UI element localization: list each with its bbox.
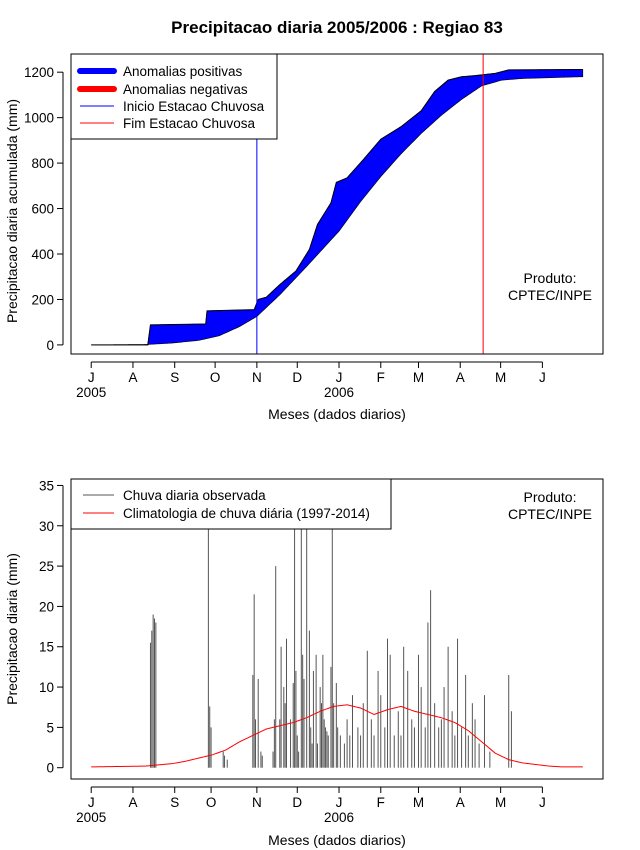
top-y-tick-label: 1000: [24, 111, 54, 126]
bottom-year-label: 2005: [76, 810, 106, 825]
legend-label-negative-anomalies: Anomalias negativas: [123, 82, 248, 97]
top-y-tick-label: 400: [31, 247, 54, 262]
top-x-axis-label: Meses (dados diarios): [268, 406, 406, 422]
top-year-label: 2006: [324, 385, 354, 400]
top-x-tick-label: J: [539, 370, 546, 385]
bottom-x-tick-label: A: [456, 795, 465, 810]
bottom-y-tick-label: 25: [39, 559, 54, 574]
bottom-x-tick-label: N: [252, 795, 262, 810]
top-x-tick-label: J: [336, 370, 343, 385]
bottom-x-tick-label: D: [292, 795, 302, 810]
bottom-legend-box: [70, 478, 392, 530]
bottom-annotation-line-1: Produto:: [524, 489, 577, 505]
top-plot-frame: [70, 53, 604, 355]
top-y-tick-label: 600: [31, 202, 54, 217]
bottom-x-tick-label: J: [88, 795, 95, 810]
top-y-tick-label: 800: [31, 156, 54, 171]
top-x-tick-label: F: [377, 370, 385, 385]
top-annotation-line-1: Produto:: [524, 270, 577, 286]
bottom-annotation-line-2: CPTEC/INPE: [508, 506, 592, 522]
top-x-tick-label: S: [170, 370, 179, 385]
chart-title: Precipitacao diaria 2005/2006 : Regiao 8…: [171, 18, 503, 37]
bottom-x-tick-label: S: [170, 795, 179, 810]
bottom-x-tick-label: J: [336, 795, 343, 810]
legend-label-positive-anomalies: Anomalias positivas: [123, 64, 243, 79]
bottom-x-tick-label: O: [206, 795, 217, 810]
bottom-legend: Chuva diaria observada Climatologia de c…: [70, 478, 392, 530]
top-annotation: Produto: CPTEC/INPE: [508, 270, 592, 303]
bottom-y-tick-label: 15: [39, 640, 54, 655]
bottom-y-tick-label: 20: [39, 599, 54, 614]
bottom-y-tick-label: 10: [39, 680, 54, 695]
bottom-y-tick-label: 30: [39, 519, 54, 534]
legend-label-climatology: Climatologia de chuva diária (1997-2014): [123, 506, 370, 521]
bottom-x-tick-label: M: [495, 795, 506, 810]
bottom-x-tick-label: A: [128, 795, 137, 810]
bottom-x-tick-label: M: [413, 795, 424, 810]
top-legend: Anomalias positivas Anomalias negativas …: [70, 53, 278, 140]
top-x-tick-label: N: [252, 370, 262, 385]
bottom-y-tick-label: 35: [39, 478, 54, 493]
legend-label-observed-rain: Chuva diaria observada: [123, 488, 266, 503]
top-x-tick-label: M: [413, 370, 424, 385]
top-x-tick-label: M: [495, 370, 506, 385]
legend-label-season-end: Fim Estacao Chuvosa: [123, 116, 256, 131]
legend-label-season-start: Inicio Estacao Chuvosa: [123, 99, 265, 114]
bottom-x-tick-label: F: [377, 795, 385, 810]
bottom-year-label: 2006: [324, 810, 354, 825]
bottom-x-tick-label: J: [539, 795, 546, 810]
top-x-tick-label: J: [88, 370, 95, 385]
bottom-x-axis-label: Meses (dados diarios): [268, 832, 406, 848]
climatology-line: [91, 704, 583, 768]
top-x-tick-label: D: [292, 370, 302, 385]
top-x-tick-label: O: [210, 370, 221, 385]
top-y-tick-label: 1200: [24, 65, 54, 80]
bottom-chart-data: [91, 479, 583, 768]
top-annotation-line-2: CPTEC/INPE: [508, 287, 592, 303]
top-y-tick-label: 200: [31, 292, 54, 307]
bottom-y-tick-label: 5: [46, 720, 54, 735]
top-x-tick-label: A: [456, 370, 465, 385]
observed-cumulative-line: [91, 68, 583, 346]
bottom-annotation: Produto: CPTEC/INPE: [508, 489, 592, 522]
top-y-tick-label: 0: [46, 338, 54, 353]
bottom-y-axis-label: Precipitacao diaria (mm): [4, 553, 20, 705]
top-x-tick-label: A: [128, 370, 137, 385]
top-y-axis-label: Precipitacao diaria acumulada (mm): [4, 99, 20, 323]
top-year-label: 2005: [76, 385, 106, 400]
bottom-y-tick-label: 0: [46, 761, 54, 776]
